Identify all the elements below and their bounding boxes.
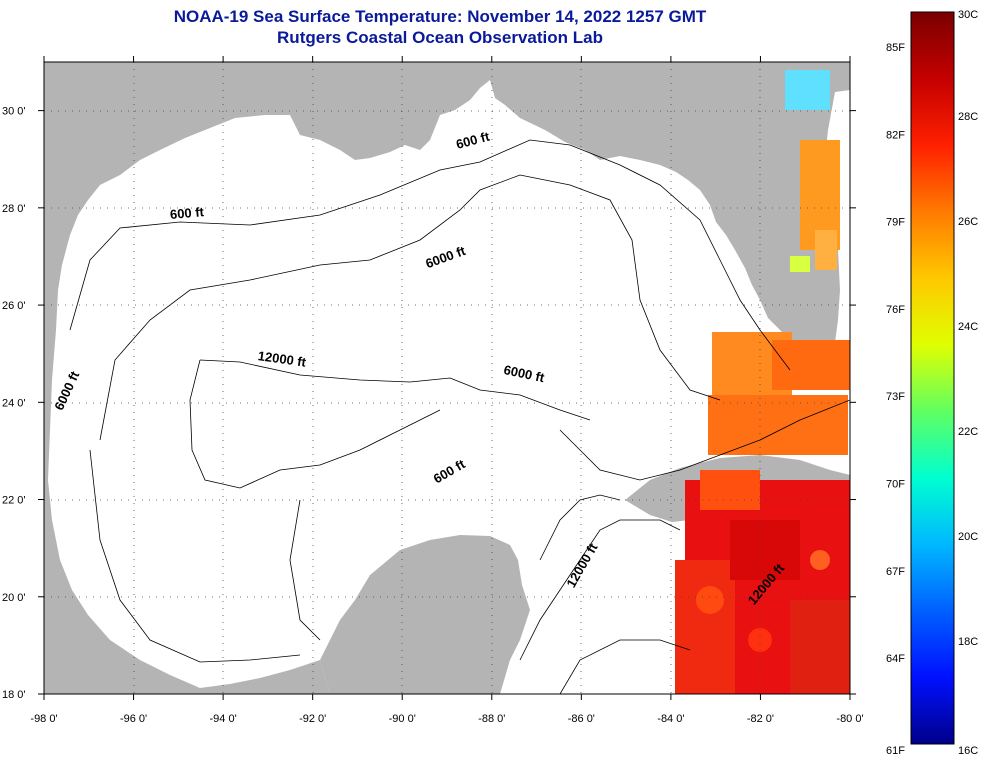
contour-label: 600 ft: [169, 204, 205, 222]
lat-tick-label: 20 0': [2, 592, 26, 604]
lat-tick-label: 30 0': [2, 106, 26, 118]
lat-tick-label: 18 0': [2, 689, 26, 701]
colorbar-f-label: 64F: [886, 653, 905, 665]
land-yucatan: [320, 535, 530, 694]
colorbar-c-label: 22C: [958, 426, 978, 438]
colorbar-f-label: 76F: [886, 304, 905, 316]
lon-tick-label: -80 0': [836, 713, 863, 725]
colorbar-f-label: 79F: [886, 217, 905, 229]
lat-tick-label: 28 0': [2, 203, 26, 215]
colorbar-f-label: 82F: [886, 129, 905, 141]
colorbar-c-label: 28C: [958, 111, 978, 123]
colorbar-f-label: 73F: [886, 391, 905, 403]
depth-contours: [69, 139, 850, 694]
colorbar-fahrenheit-labels: 85F 82F 79F 76F 73F 70F 67F 64F 61F: [886, 42, 905, 757]
lat-tick-label: 26 0': [2, 300, 26, 312]
lon-tick-label: -86 0': [568, 713, 595, 725]
lon-tick-label: -88 0': [478, 713, 505, 725]
colorbar-celsius-labels: 30C 28C 26C 24C 22C 20C 18C 16C: [958, 9, 978, 757]
colorbar-f-label: 61F: [886, 745, 905, 757]
lat-tick-label: 22 0': [2, 495, 26, 507]
title-line-1: NOAA-19 Sea Surface Temperature: Novembe…: [173, 7, 707, 26]
lon-tick-label: -90 0': [389, 713, 416, 725]
colorbar-c-label: 24C: [958, 321, 978, 333]
chart-title: NOAA-19 Sea Surface Temperature: Novembe…: [0, 6, 880, 48]
contour-label: 12000 ft: [257, 348, 308, 370]
latitude-axis: 18 0' 20 0' 22 0' 24 0' 26 0' 28 0' 30 0': [2, 106, 856, 701]
colorbar-c-label: 20C: [958, 531, 978, 543]
land-usa: [44, 62, 850, 694]
colorbar-c-label: 16C: [958, 745, 978, 757]
colorbar-c-label: 18C: [958, 636, 978, 648]
graticule: [44, 62, 850, 694]
lon-tick-label: -98 0': [30, 713, 57, 725]
temperature-colorbar: 85F 82F 79F 76F 73F 70F 67F 64F 61F 30C 28C 26C 24C…: [886, 9, 978, 757]
colorbar-c-label: 26C: [958, 216, 978, 228]
lon-tick-label: -82 0': [747, 713, 774, 725]
lon-tick-label: -84 0': [657, 713, 684, 725]
lon-tick-label: -92 0': [299, 713, 326, 725]
plot-frame: [43, 61, 851, 695]
longitude-axis: -98 0' -96 0' -94 0' -92 0' -90 0' -88 0' -86 …: [30, 56, 864, 725]
colorbar-f-label: 70F: [886, 479, 905, 491]
lat-tick-label: 24 0': [2, 397, 26, 409]
colorbar-f-label: 85F: [886, 42, 905, 54]
colorbar-c-label: 30C: [958, 9, 978, 21]
lon-tick-label: -96 0': [120, 713, 147, 725]
lon-tick-label: -94 0': [210, 713, 237, 725]
colorbar-f-label: 67F: [886, 566, 905, 578]
colorbar-gradient: [910, 11, 955, 745]
title-line-2: Rutgers Coastal Ocean Observation Lab: [277, 28, 603, 47]
